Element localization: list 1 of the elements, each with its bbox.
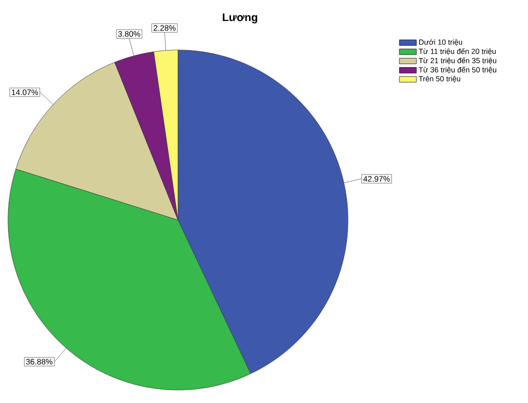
- chart-title: Lương: [222, 14, 258, 24]
